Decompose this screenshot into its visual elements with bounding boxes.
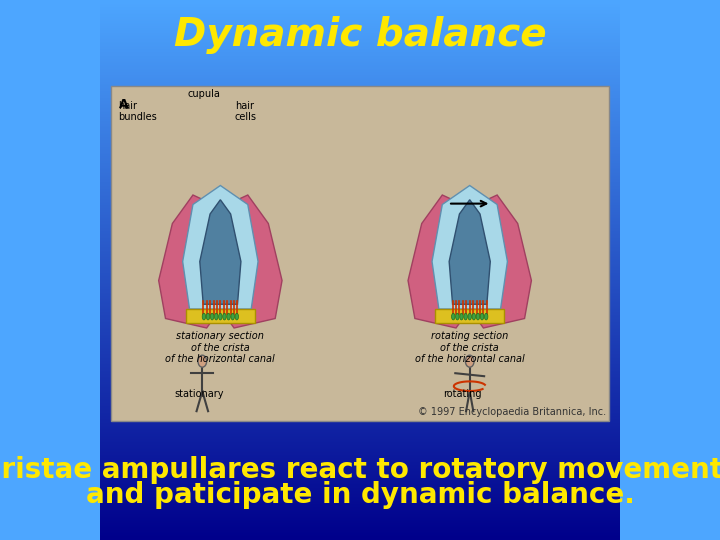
Ellipse shape bbox=[451, 313, 455, 320]
Polygon shape bbox=[186, 309, 255, 323]
Polygon shape bbox=[456, 195, 531, 328]
Ellipse shape bbox=[235, 313, 238, 320]
Ellipse shape bbox=[227, 313, 230, 320]
Text: stationary: stationary bbox=[174, 389, 223, 400]
Ellipse shape bbox=[476, 313, 480, 320]
Ellipse shape bbox=[231, 313, 235, 320]
Polygon shape bbox=[449, 200, 490, 304]
Text: rotating section
of the crista
of the horizontal canal: rotating section of the crista of the ho… bbox=[415, 331, 525, 364]
Polygon shape bbox=[436, 309, 504, 323]
Polygon shape bbox=[183, 186, 258, 309]
Polygon shape bbox=[408, 195, 483, 328]
Ellipse shape bbox=[464, 313, 467, 320]
Ellipse shape bbox=[480, 313, 484, 320]
Ellipse shape bbox=[472, 313, 475, 320]
Text: and paticipate in dynamic balance.: and paticipate in dynamic balance. bbox=[86, 481, 634, 509]
Text: Dynamic balance: Dynamic balance bbox=[174, 16, 546, 54]
Ellipse shape bbox=[468, 313, 472, 320]
Text: cupula: cupula bbox=[187, 90, 220, 99]
Ellipse shape bbox=[202, 313, 206, 320]
Text: stationary section
of the crista
of the horizontal canal: stationary section of the crista of the … bbox=[166, 331, 275, 364]
Polygon shape bbox=[158, 195, 234, 328]
Text: hair
cells: hair cells bbox=[235, 100, 257, 122]
Ellipse shape bbox=[456, 313, 459, 320]
Text: Cristae ampullares react to rotatory movements: Cristae ampullares react to rotatory mov… bbox=[0, 456, 720, 484]
Ellipse shape bbox=[222, 313, 226, 320]
Ellipse shape bbox=[485, 313, 488, 320]
Polygon shape bbox=[199, 200, 241, 304]
Text: rotating: rotating bbox=[444, 389, 482, 400]
Ellipse shape bbox=[207, 313, 210, 320]
Ellipse shape bbox=[210, 313, 214, 320]
Polygon shape bbox=[432, 186, 508, 309]
Polygon shape bbox=[207, 195, 282, 328]
Ellipse shape bbox=[215, 313, 218, 320]
Text: hair
bundles: hair bundles bbox=[118, 100, 157, 122]
Ellipse shape bbox=[460, 313, 463, 320]
FancyBboxPatch shape bbox=[111, 86, 609, 421]
Ellipse shape bbox=[219, 313, 222, 320]
Circle shape bbox=[198, 355, 207, 367]
Circle shape bbox=[465, 355, 474, 367]
Text: © 1997 Encyclopaedia Britannica, Inc.: © 1997 Encyclopaedia Britannica, Inc. bbox=[418, 407, 606, 417]
Text: A: A bbox=[120, 98, 129, 111]
